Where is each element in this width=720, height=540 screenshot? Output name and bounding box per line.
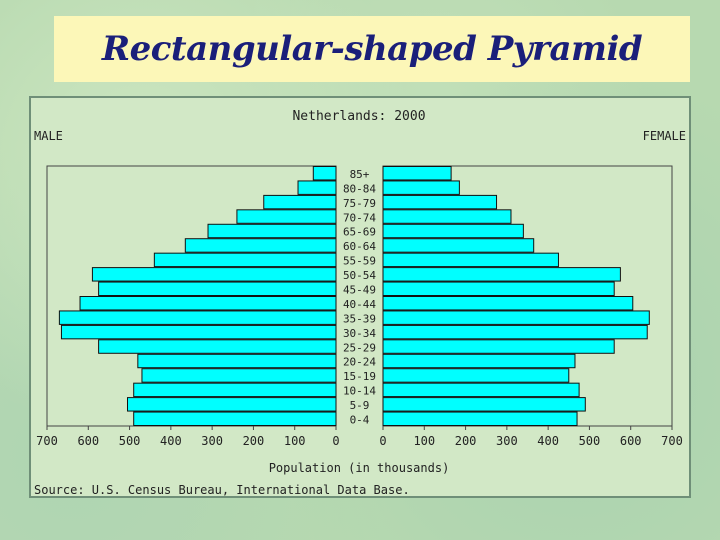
female-bar <box>382 310 650 325</box>
age-group-label: 35-39 <box>343 312 376 325</box>
age-group-label: 5-9 <box>350 399 370 412</box>
male-tick-label: 300 <box>201 434 223 448</box>
population-pyramid-chart: Netherlands: 2000 MALE FEMALE 85+80-84 75… <box>34 109 686 497</box>
female-bar <box>382 267 621 282</box>
male-label: MALE <box>34 129 63 143</box>
male-bar <box>137 353 337 369</box>
female-bar <box>382 397 586 412</box>
male-tick-label: 400 <box>160 434 182 448</box>
male-bar <box>60 324 337 340</box>
male-bar <box>153 252 337 268</box>
age-group-label: 40-44 <box>343 298 376 311</box>
male-tick-label: 700 <box>36 434 58 448</box>
female-bar <box>382 411 578 426</box>
male-bar <box>91 267 337 282</box>
female-bar <box>382 339 615 354</box>
age-group-label: 20-24 <box>343 356 376 369</box>
female-tick-label: 400 <box>537 434 559 448</box>
female-tick-label: 300 <box>496 434 518 448</box>
age-group-label: 55-59 <box>343 255 376 268</box>
male-bar <box>312 166 337 181</box>
female-bar <box>382 166 452 181</box>
chart-panel: Netherlands: 2000 MALE FEMALE 85+ 80-84 75… <box>29 96 691 498</box>
male-bar <box>79 296 337 311</box>
age-group-label: 10-14 <box>343 385 376 398</box>
age-group-label: 65-69 <box>343 226 376 239</box>
female-tick-label: 0 <box>379 434 386 448</box>
male-tick-label: 0 <box>332 434 339 448</box>
slide-title: Rectangular-shaped Pyramid <box>101 29 643 69</box>
male-bar <box>127 397 337 412</box>
male-tick-label: 600 <box>77 434 99 448</box>
female-bar <box>382 382 580 398</box>
x-axis-label: Population (in thousands) <box>269 461 450 475</box>
female-tick-label: 500 <box>579 434 601 448</box>
age-group-label: 85+ <box>350 168 370 181</box>
female-bar <box>382 209 512 224</box>
male-bar <box>98 339 337 354</box>
female-bar <box>382 194 498 210</box>
male-bar <box>236 209 337 224</box>
age-group-label: 30-34 <box>343 327 376 340</box>
female-bar <box>382 353 576 369</box>
male-bar <box>141 368 337 383</box>
female-bar <box>382 223 524 239</box>
female-tick-label: 100 <box>413 434 435 448</box>
age-group-label: 50-54 <box>343 269 376 282</box>
age-group-label: 45-49 <box>343 284 376 297</box>
male-bar <box>98 281 337 297</box>
female-tick-label: 700 <box>661 434 683 448</box>
male-tick-label: 500 <box>119 434 141 448</box>
male-bar <box>207 223 337 239</box>
age-group-label: 15-19 <box>343 370 376 383</box>
male-bar <box>263 194 337 210</box>
chart-title: Netherlands: 2000 <box>292 109 425 124</box>
source-note: Source: U.S. Census Bureau, Internationa… <box>34 483 410 497</box>
female-tick-label: 200 <box>455 434 477 448</box>
male-bar <box>133 411 337 426</box>
male-bar <box>297 180 337 195</box>
male-tick-label: 200 <box>243 434 265 448</box>
female-bar <box>382 281 615 297</box>
female-bar <box>382 324 648 340</box>
female-bar <box>382 238 535 253</box>
male-bar <box>133 382 337 398</box>
age-group-label: 0-4 <box>350 414 370 427</box>
female-bar <box>382 296 634 311</box>
age-group-label: 60-64 <box>343 240 376 253</box>
female-tick-label: 600 <box>620 434 642 448</box>
female-bar <box>382 180 460 195</box>
age-group-label: 75-79 <box>343 197 376 210</box>
age-group-label: 25-29 <box>343 341 376 354</box>
male-tick-label: 100 <box>284 434 306 448</box>
female-bar <box>382 368 570 383</box>
male-bar <box>184 238 337 253</box>
female-bar <box>382 252 559 268</box>
age-group-label: 80-84 <box>343 182 376 195</box>
female-label: FEMALE <box>643 129 686 143</box>
slide-title-box: Rectangular-shaped Pyramid <box>54 16 690 82</box>
age-group-label: 70-74 <box>343 211 376 224</box>
male-bar <box>58 310 337 325</box>
